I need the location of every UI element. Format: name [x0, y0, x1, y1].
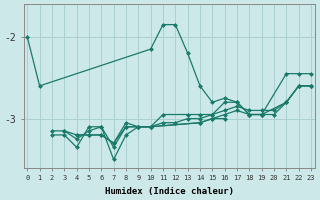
X-axis label: Humidex (Indice chaleur): Humidex (Indice chaleur) [105, 187, 234, 196]
